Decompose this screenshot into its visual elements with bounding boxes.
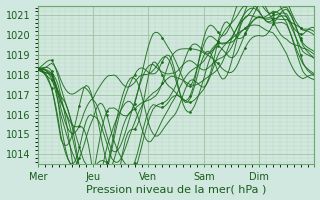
- X-axis label: Pression niveau de la mer( hPa ): Pression niveau de la mer( hPa ): [86, 184, 266, 194]
